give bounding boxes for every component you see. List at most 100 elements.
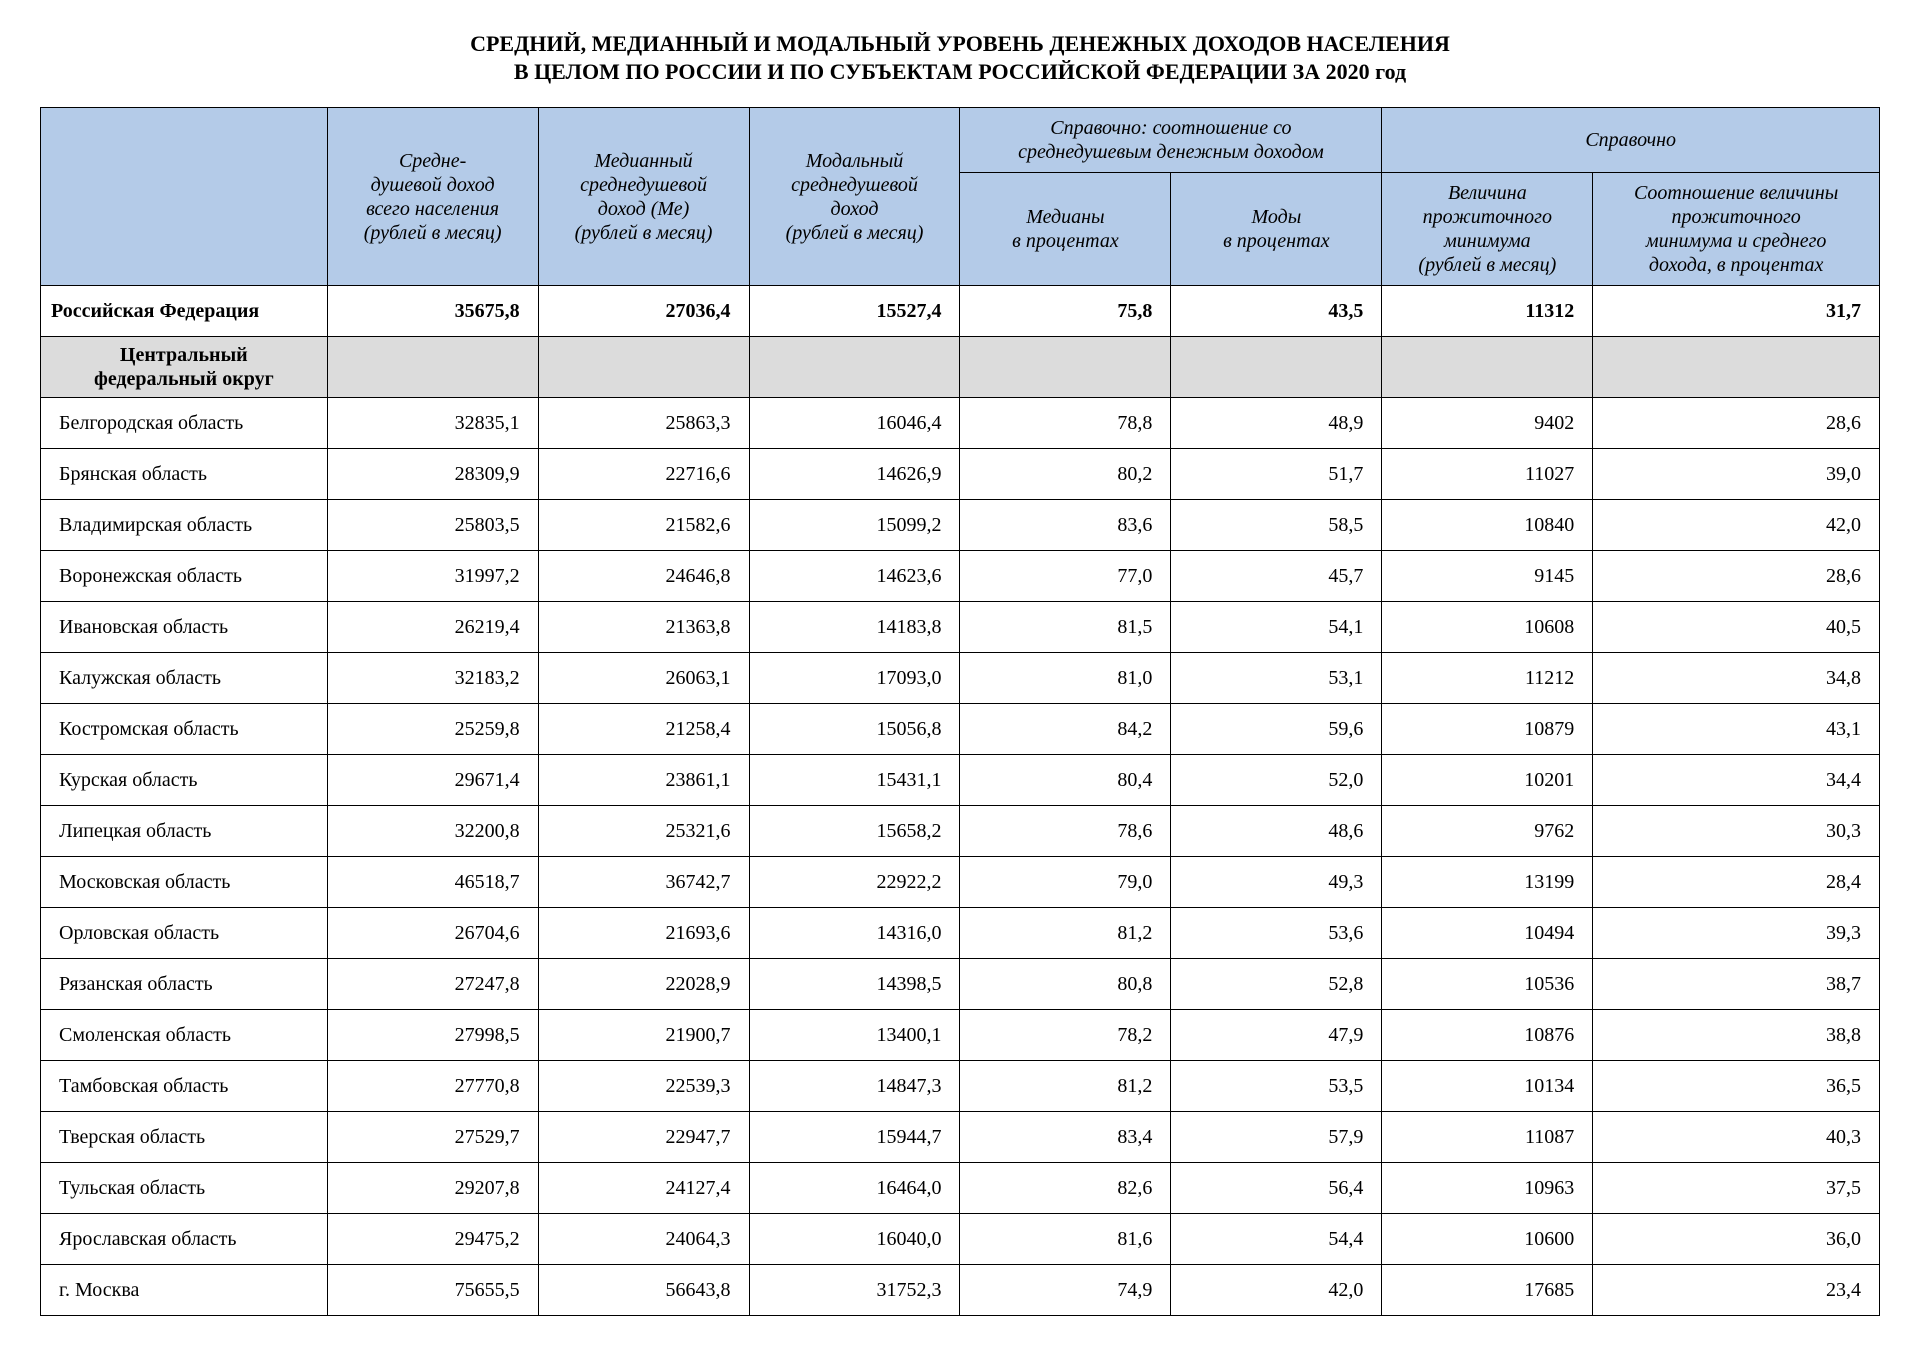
value-cell: 56643,8 [538, 1265, 749, 1316]
region-name-cell: Российская Федерация [41, 286, 328, 337]
value-cell: 24646,8 [538, 551, 749, 602]
value-cell: 36,5 [1593, 1061, 1880, 1112]
value-cell: 9402 [1382, 398, 1593, 449]
value-cell: 27529,7 [327, 1112, 538, 1163]
value-cell: 54,1 [1171, 602, 1382, 653]
value-cell: 24127,4 [538, 1163, 749, 1214]
value-cell: 10494 [1382, 908, 1593, 959]
value-cell: 80,2 [960, 449, 1171, 500]
value-cell: 40,5 [1593, 602, 1880, 653]
value-cell: 29671,4 [327, 755, 538, 806]
value-cell: 80,8 [960, 959, 1171, 1010]
value-cell: 28,6 [1593, 398, 1880, 449]
value-cell: 77,0 [960, 551, 1171, 602]
region-name-cell: Центральныйфедеральный округ [41, 337, 328, 398]
region-name-cell: Ивановская область [41, 602, 328, 653]
region-name-cell: Белгородская область [41, 398, 328, 449]
region-name-cell: Московская область [41, 857, 328, 908]
region-name-cell: Орловская область [41, 908, 328, 959]
value-cell: 22947,7 [538, 1112, 749, 1163]
header-subsistence-min: Величинапрожиточногоминимума(рублей в ме… [1382, 173, 1593, 286]
region-name-cell: Тамбовская область [41, 1061, 328, 1112]
header-ratio-group: Справочно: соотношение сосреднедушевым д… [960, 108, 1382, 173]
value-cell: 23,4 [1593, 1265, 1880, 1316]
value-cell: 75655,5 [327, 1265, 538, 1316]
value-cell: 46518,7 [327, 857, 538, 908]
value-cell: 34,4 [1593, 755, 1880, 806]
value-cell: 31752,3 [749, 1265, 960, 1316]
region-name-cell: Тульская область [41, 1163, 328, 1214]
value-cell: 52,8 [1171, 959, 1382, 1010]
value-cell: 14623,6 [749, 551, 960, 602]
header-median-income: Медианныйсреднедушевойдоход (Ме)(рублей … [538, 108, 749, 286]
value-cell: 48,6 [1171, 806, 1382, 857]
value-cell: 10963 [1382, 1163, 1593, 1214]
value-cell [327, 337, 538, 398]
value-cell: 22539,3 [538, 1061, 749, 1112]
title-line-2: В ЦЕЛОМ ПО РОССИИ И ПО СУБЪЕКТАМ РОССИЙС… [40, 58, 1880, 86]
value-cell: 14626,9 [749, 449, 960, 500]
value-cell: 11212 [1382, 653, 1593, 704]
document-title: СРЕДНИЙ, МЕДИАННЫЙ И МОДАЛЬНЫЙ УРОВЕНЬ Д… [40, 30, 1880, 85]
value-cell: 59,6 [1171, 704, 1382, 755]
value-cell: 53,5 [1171, 1061, 1382, 1112]
table-row: Орловская область26704,621693,614316,081… [41, 908, 1880, 959]
value-cell: 9145 [1382, 551, 1593, 602]
region-name-cell: Рязанская область [41, 959, 328, 1010]
value-cell: 45,7 [1171, 551, 1382, 602]
value-cell: 40,3 [1593, 1112, 1880, 1163]
value-cell: 28,6 [1593, 551, 1880, 602]
value-cell: 29207,8 [327, 1163, 538, 1214]
value-cell: 28309,9 [327, 449, 538, 500]
value-cell: 82,6 [960, 1163, 1171, 1214]
total-row: Российская Федерация35675,827036,415527,… [41, 286, 1880, 337]
table-row: Владимирская область25803,521582,615099,… [41, 500, 1880, 551]
value-cell: 79,0 [960, 857, 1171, 908]
value-cell: 81,2 [960, 1061, 1171, 1112]
value-cell: 15099,2 [749, 500, 960, 551]
value-cell: 42,0 [1171, 1265, 1382, 1316]
value-cell: 39,3 [1593, 908, 1880, 959]
value-cell: 25863,3 [538, 398, 749, 449]
value-cell: 26219,4 [327, 602, 538, 653]
value-cell: 81,5 [960, 602, 1171, 653]
value-cell: 83,6 [960, 500, 1171, 551]
value-cell: 81,6 [960, 1214, 1171, 1265]
value-cell: 14847,3 [749, 1061, 960, 1112]
header-subsistence-ratio: Соотношение величиныпрожиточногоминимума… [1593, 173, 1880, 286]
table-row: Тверская область27529,722947,715944,783,… [41, 1112, 1880, 1163]
value-cell [960, 337, 1171, 398]
value-cell: 11087 [1382, 1112, 1593, 1163]
region-name-cell: Калужская область [41, 653, 328, 704]
value-cell: 83,4 [960, 1112, 1171, 1163]
value-cell: 51,7 [1171, 449, 1382, 500]
value-cell: 25321,6 [538, 806, 749, 857]
value-cell: 36742,7 [538, 857, 749, 908]
value-cell: 10536 [1382, 959, 1593, 1010]
value-cell: 10879 [1382, 704, 1593, 755]
value-cell: 43,5 [1171, 286, 1382, 337]
value-cell: 53,1 [1171, 653, 1382, 704]
value-cell: 21900,7 [538, 1010, 749, 1061]
value-cell: 15527,4 [749, 286, 960, 337]
value-cell: 75,8 [960, 286, 1171, 337]
value-cell: 25259,8 [327, 704, 538, 755]
table-row: Брянская область28309,922716,614626,980,… [41, 449, 1880, 500]
value-cell: 15056,8 [749, 704, 960, 755]
table-row: Московская область46518,736742,722922,27… [41, 857, 1880, 908]
value-cell: 56,4 [1171, 1163, 1382, 1214]
header-mode-percent: Модыв процентах [1171, 173, 1382, 286]
header-modal-income: Модальныйсреднедушевойдоход(рублей в мес… [749, 108, 960, 286]
value-cell: 9762 [1382, 806, 1593, 857]
income-table: Средне-душевой доходвсего населения(рубл… [40, 107, 1880, 1316]
value-cell: 16040,0 [749, 1214, 960, 1265]
value-cell: 32835,1 [327, 398, 538, 449]
table-row: Калужская область32183,226063,117093,081… [41, 653, 1880, 704]
table-row: Костромская область25259,821258,415056,8… [41, 704, 1880, 755]
value-cell: 32200,8 [327, 806, 538, 857]
value-cell: 53,6 [1171, 908, 1382, 959]
value-cell: 11312 [1382, 286, 1593, 337]
value-cell: 57,9 [1171, 1112, 1382, 1163]
region-name-cell: Костромская область [41, 704, 328, 755]
value-cell: 22922,2 [749, 857, 960, 908]
